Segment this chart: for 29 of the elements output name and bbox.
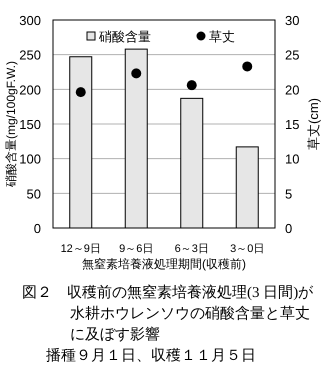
point — [186, 80, 197, 90]
y2-tick-label: 30 — [285, 13, 300, 28]
y-tick-label: 200 — [19, 82, 41, 98]
x-tick-label: 3～0日 — [230, 243, 264, 255]
y2-tick-label: 15 — [285, 117, 300, 132]
x-tick-label: 12～9日 — [60, 243, 101, 255]
y-tick-label: 300 — [19, 13, 41, 28]
y2-axis-title: 草丈(cm) — [306, 98, 321, 150]
text: 播種９月１日、収穫１１月５日 — [46, 346, 257, 366]
y-tick-label: 100 — [19, 152, 41, 167]
legend-label: 草丈 — [209, 29, 235, 44]
x-tick-label: 9～6日 — [119, 243, 154, 255]
point — [131, 68, 142, 78]
y-tick-label: 250 — [19, 48, 41, 63]
y2-tick-label: 10 — [285, 152, 300, 167]
y-tick-label: 0 — [34, 221, 41, 236]
x-tick-label: 6～3日 — [174, 243, 209, 255]
y2-tick-label: 5 — [285, 186, 292, 202]
point — [76, 87, 86, 98]
y-tick-label: 150 — [19, 117, 41, 132]
x-axis-title: 無窒素培養液処理期間(収穫前) — [82, 257, 246, 271]
y2-tick-label: 20 — [285, 82, 300, 98]
legend-label: 硝酸含量 — [98, 29, 151, 44]
y-axis-title: 硝酸含量(mg/100gF.W.) — [4, 60, 18, 188]
y2-tick-label: 25 — [285, 48, 300, 63]
y-tick-label: 50 — [26, 186, 41, 202]
point — [242, 61, 252, 72]
caption: 図２ 収穫前の無窒素培養液処理(3 日間)が水耕ホウレンソウの硝酸含量と草丈に及ぼす影響 — [22, 283, 314, 345]
y2-tick-label: 0 — [285, 221, 292, 236]
